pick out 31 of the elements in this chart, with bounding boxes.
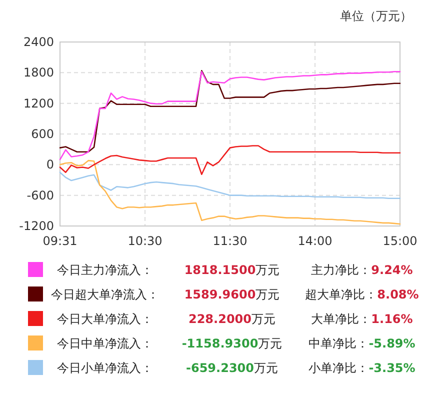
text: -659.2300万元 xyxy=(186,361,278,375)
line-series xyxy=(59,160,401,225)
legend-label: 今日主力净流入： xyxy=(57,263,153,277)
x-tick-label: 09:31 xyxy=(42,234,78,248)
y-tick-label: 2400 xyxy=(23,35,54,49)
legend-label: 今日超大单净流入： xyxy=(51,288,159,302)
text: -1158.9300万元 xyxy=(182,336,282,350)
x-tick-label: 14:00 xyxy=(298,234,332,248)
y-tick-label: 0 xyxy=(46,158,54,172)
legend-label: 今日小单净流入： xyxy=(57,361,153,375)
text: 大单净比：1.16% xyxy=(311,312,413,326)
text: 1589.9600万元 xyxy=(184,288,280,302)
text: 主力净比：9.24% xyxy=(311,263,413,277)
y-tick-label: -600 xyxy=(26,188,54,202)
line-series xyxy=(59,145,401,176)
x-tick-label: 15:00 xyxy=(382,234,418,248)
text: 中单净比：-5.89% xyxy=(308,336,416,350)
y-axis-title: 单位（万元） xyxy=(340,9,412,23)
legend-label: 今日大单净流入： xyxy=(57,312,153,326)
y-tick-label: 1800 xyxy=(23,66,54,80)
text: 超大单净比：8.08% xyxy=(305,288,419,302)
x-tick-label: 11:30 xyxy=(212,234,248,248)
y-tick-label: 600 xyxy=(31,127,54,141)
y-tick-label: 1200 xyxy=(23,96,54,110)
text: 228.2000万元 xyxy=(188,312,276,326)
line-series xyxy=(59,172,401,200)
text: 小单净比：-3.35% xyxy=(308,361,416,375)
legend-label: 今日中单净流入： xyxy=(57,336,153,350)
x-tick-label: 10:30 xyxy=(128,234,162,248)
text: 1818.1500万元 xyxy=(184,263,280,277)
y-tick-label: -1200 xyxy=(19,219,54,233)
